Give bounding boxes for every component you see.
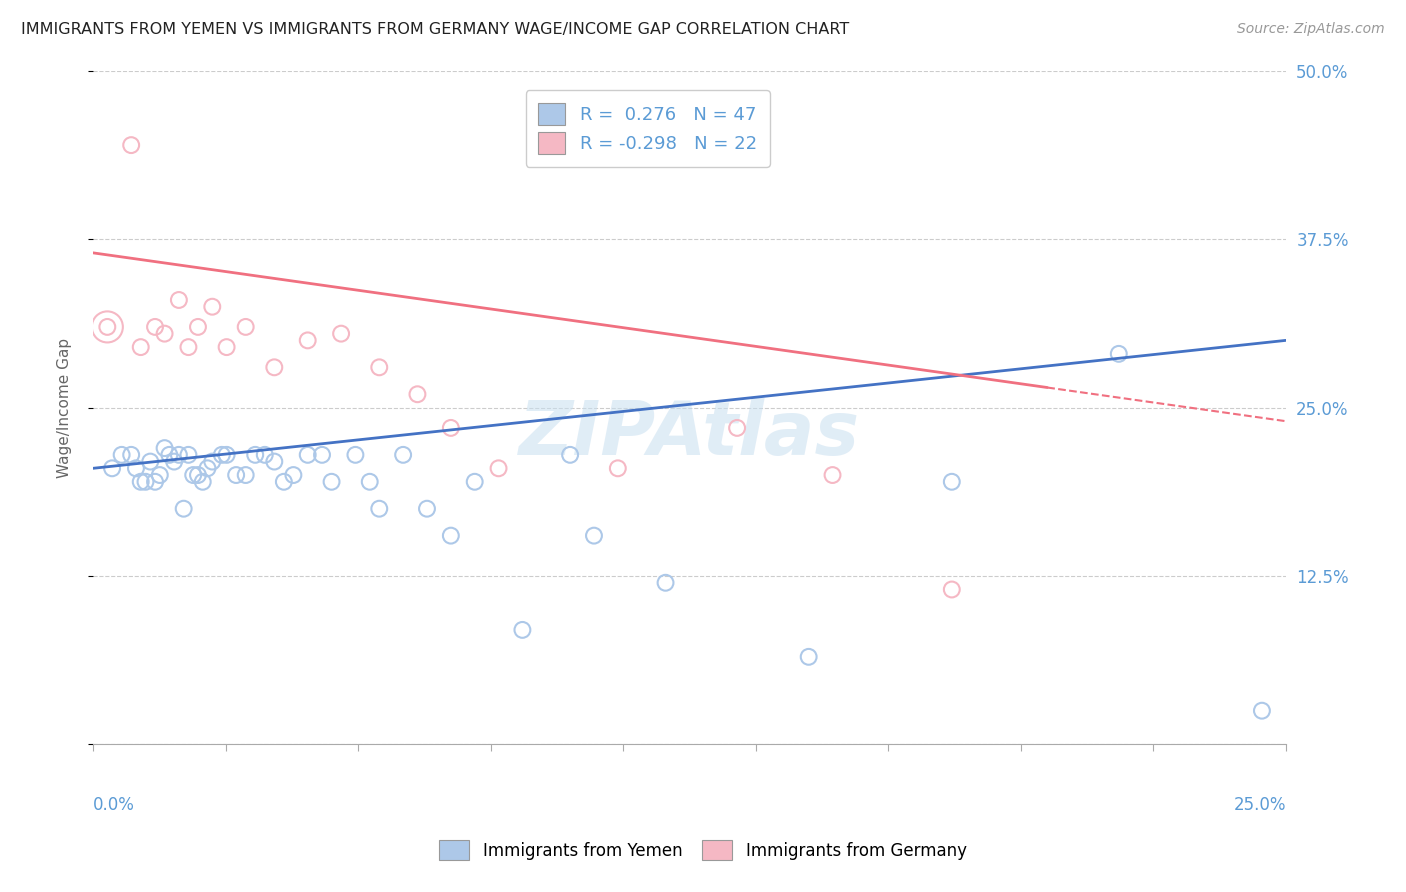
- Point: [177, 448, 200, 462]
- Point: [149, 468, 172, 483]
- Point: [96, 319, 118, 334]
- Point: [163, 454, 186, 468]
- Point: [197, 461, 219, 475]
- Point: [181, 468, 204, 483]
- Point: [245, 448, 267, 462]
- Point: [211, 448, 233, 462]
- Point: [283, 468, 305, 483]
- Point: [344, 448, 367, 462]
- Point: [134, 475, 156, 489]
- Point: [101, 461, 124, 475]
- Point: [187, 468, 209, 483]
- Point: [311, 448, 333, 462]
- Point: [368, 501, 391, 516]
- Text: Source: ZipAtlas.com: Source: ZipAtlas.com: [1237, 22, 1385, 37]
- Point: [1108, 347, 1130, 361]
- Point: [821, 468, 844, 483]
- Point: [173, 501, 195, 516]
- Point: [297, 334, 319, 348]
- Point: [558, 448, 581, 462]
- Point: [143, 319, 166, 334]
- Point: [129, 340, 152, 354]
- Point: [512, 623, 534, 637]
- Point: [167, 448, 190, 462]
- Point: [359, 475, 381, 489]
- Point: [582, 528, 605, 542]
- Point: [157, 448, 180, 462]
- Point: [654, 575, 676, 590]
- Point: [187, 319, 209, 334]
- Point: [797, 649, 820, 664]
- Point: [330, 326, 353, 341]
- Point: [125, 461, 148, 475]
- Point: [120, 448, 142, 462]
- Y-axis label: Wage/Income Gap: Wage/Income Gap: [58, 338, 72, 478]
- Point: [235, 468, 257, 483]
- Point: [191, 475, 214, 489]
- Point: [488, 461, 510, 475]
- Point: [167, 293, 190, 307]
- Point: [297, 448, 319, 462]
- Point: [263, 454, 285, 468]
- Point: [440, 421, 463, 435]
- Point: [129, 475, 152, 489]
- Text: 25.0%: 25.0%: [1233, 796, 1285, 814]
- Point: [606, 461, 628, 475]
- Text: 0.0%: 0.0%: [93, 796, 135, 814]
- Point: [941, 582, 963, 597]
- Point: [406, 387, 429, 401]
- Point: [725, 421, 748, 435]
- Point: [440, 528, 463, 542]
- Point: [464, 475, 486, 489]
- Point: [368, 360, 391, 375]
- Legend: Immigrants from Yemen, Immigrants from Germany: Immigrants from Yemen, Immigrants from G…: [426, 827, 980, 873]
- Point: [201, 454, 224, 468]
- Point: [177, 340, 200, 354]
- Text: IMMIGRANTS FROM YEMEN VS IMMIGRANTS FROM GERMANY WAGE/INCOME GAP CORRELATION CHA: IMMIGRANTS FROM YEMEN VS IMMIGRANTS FROM…: [21, 22, 849, 37]
- Point: [273, 475, 295, 489]
- Point: [139, 454, 162, 468]
- Point: [416, 501, 439, 516]
- Point: [253, 448, 276, 462]
- Point: [111, 448, 134, 462]
- Point: [153, 441, 176, 455]
- Point: [225, 468, 247, 483]
- Point: [215, 340, 238, 354]
- Point: [321, 475, 343, 489]
- Point: [201, 300, 224, 314]
- Point: [263, 360, 285, 375]
- Point: [941, 475, 963, 489]
- Point: [96, 319, 118, 334]
- Legend: R =  0.276   N = 47, R = -0.298   N = 22: R = 0.276 N = 47, R = -0.298 N = 22: [526, 90, 769, 167]
- Point: [153, 326, 176, 341]
- Point: [215, 448, 238, 462]
- Point: [120, 138, 142, 153]
- Point: [392, 448, 415, 462]
- Point: [235, 319, 257, 334]
- Point: [1251, 704, 1274, 718]
- Point: [143, 475, 166, 489]
- Text: ZIPAtlas: ZIPAtlas: [519, 398, 860, 471]
